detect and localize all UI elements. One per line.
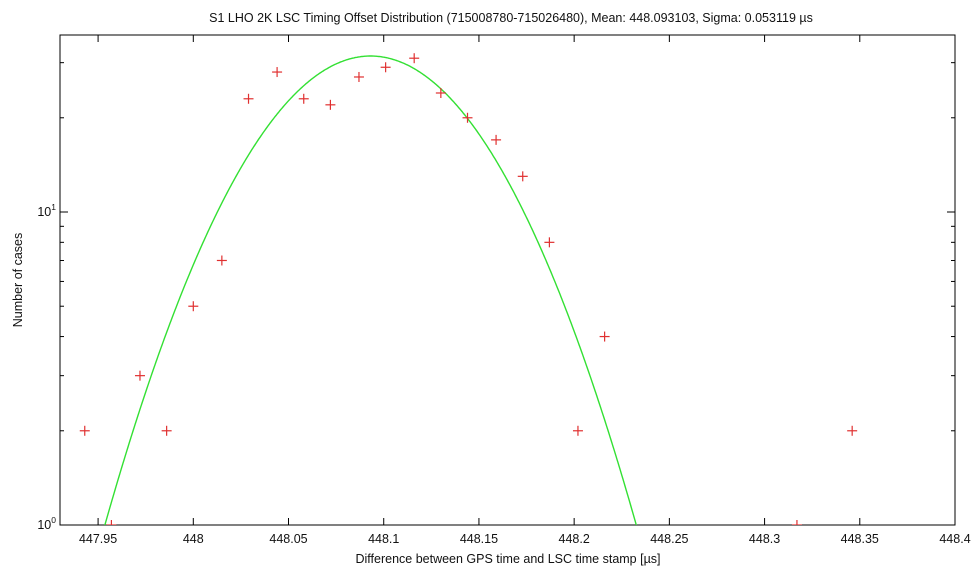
- data-point: [161, 425, 172, 436]
- data-point: [491, 134, 502, 145]
- x-tick-label: 448.35: [841, 532, 879, 546]
- x-axis: 447.95 448 448.05 448.1 448.15 448.2 448.25 448…: [79, 35, 971, 546]
- data-point: [134, 370, 145, 381]
- data-point: [380, 62, 391, 73]
- data-markers: [79, 53, 858, 525]
- plot-content: [79, 53, 858, 525]
- data-point: [243, 93, 254, 104]
- data-point: [188, 301, 199, 312]
- data-point: [599, 331, 610, 342]
- data-point: [272, 67, 283, 78]
- data-point: [435, 87, 446, 98]
- gaussian-fit-line: [104, 55, 638, 525]
- y-tick-label: 100: [37, 515, 56, 532]
- chart-title: S1 LHO 2K LSC Timing Offset Distribution…: [209, 11, 813, 25]
- y-axis: 100 101: [37, 62, 955, 532]
- x-tick-label: 448: [183, 532, 204, 546]
- x-tick-label: 447.95: [79, 532, 117, 546]
- data-point: [791, 520, 802, 525]
- data-point: [462, 112, 473, 123]
- plot-area: [59, 34, 956, 526]
- data-point: [847, 425, 858, 436]
- y-tick-label: 101: [37, 202, 56, 219]
- x-tick-label: 448.3: [749, 532, 780, 546]
- data-point: [298, 93, 309, 104]
- x-axis-label: Difference between GPS time and LSC time…: [355, 552, 660, 566]
- data-point: [106, 520, 117, 525]
- x-tick-label: 448.2: [559, 532, 590, 546]
- x-tick-label: 448.15: [460, 532, 498, 546]
- data-point: [353, 71, 364, 82]
- data-point: [79, 425, 90, 436]
- x-tick-label: 448.1: [368, 532, 399, 546]
- data-point: [216, 255, 227, 266]
- data-point: [544, 237, 555, 248]
- y-axis-label: Number of cases: [11, 233, 25, 327]
- data-point: [325, 99, 336, 110]
- x-tick-label: 448.25: [650, 532, 688, 546]
- data-point: [517, 171, 528, 182]
- x-tick-label: 448.4: [939, 532, 970, 546]
- data-point: [572, 425, 583, 436]
- data-point: [409, 53, 420, 64]
- x-tick-label: 448.05: [269, 532, 307, 546]
